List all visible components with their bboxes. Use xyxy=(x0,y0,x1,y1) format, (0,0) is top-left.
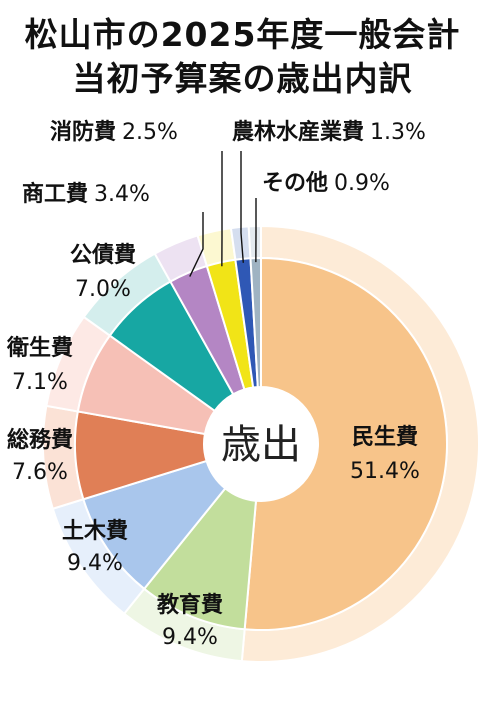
slice-7-value: 3.4% xyxy=(94,182,150,207)
slice-1-name: 民生費 xyxy=(352,425,418,450)
slice-10-value: 0.9% xyxy=(334,171,390,196)
slice-4-name: 総務費 xyxy=(7,427,73,453)
slice-6-value: 7.0% xyxy=(75,277,131,302)
slice-3-name: 土木費 xyxy=(62,519,128,544)
slice-10-outer-band xyxy=(247,224,262,260)
slice-7-label: 商工費 3.4% xyxy=(22,181,150,207)
slice-9-value: 1.3% xyxy=(370,120,426,145)
chart-title-line1: 松山市の2025年度一般会計 xyxy=(24,15,461,54)
slice-8-name: 消防費 xyxy=(50,120,116,145)
slice-9-leader-line xyxy=(240,151,245,263)
slice-2-name: 教育費 xyxy=(157,592,223,618)
chart-title-line2: 当初予算案の歳出内訳 xyxy=(72,59,413,98)
center-label: 歳出 xyxy=(221,422,301,468)
slice-5-value: 7.1% xyxy=(12,370,68,395)
slice-9-label: 農林水産業費 1.3% xyxy=(232,119,426,145)
leader-lines-group xyxy=(189,151,257,277)
slice-9-name: 農林水産業費 xyxy=(232,119,364,145)
slice-6-name: 公債費 xyxy=(70,243,136,268)
slice-7-leader-line xyxy=(189,212,204,277)
slice-1-value: 51.4% xyxy=(350,459,420,484)
slice-4-value: 7.6% xyxy=(12,460,68,485)
slice-10-label: その他 0.9% xyxy=(262,171,390,196)
slice-8-label: 消防費 2.5% xyxy=(50,120,178,145)
slice-3-value: 9.4% xyxy=(67,551,123,576)
labels-group: 民生費 51.4% 教育費 9.4% 土木費 9.4% 総務費 7.6% 衛生費 7.1% 公債費 7… xyxy=(6,119,426,650)
slice-8-value: 2.5% xyxy=(122,120,178,145)
center-hole xyxy=(204,387,318,501)
slice-5-name: 衛生費 xyxy=(6,335,73,361)
slice-2-value: 9.4% xyxy=(162,625,218,650)
slice-7-name: 商工費 xyxy=(22,181,88,207)
slices-group xyxy=(42,224,480,663)
slice-10-name: その他 xyxy=(262,171,328,196)
